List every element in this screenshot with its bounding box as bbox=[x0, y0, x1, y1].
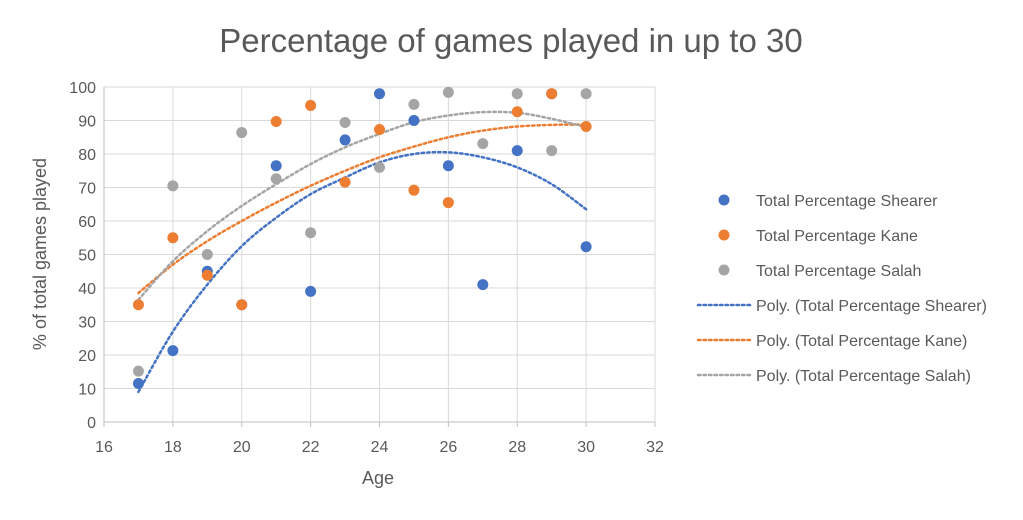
grid-layer bbox=[104, 86, 656, 422]
chart-title: Percentage of games played in up to 30 bbox=[219, 22, 802, 59]
data-point-series-2 bbox=[339, 176, 351, 188]
data-point-series-1 bbox=[167, 345, 179, 357]
y-tick-label: 70 bbox=[78, 181, 96, 198]
y-tick-label: 20 bbox=[78, 348, 96, 365]
points-layer bbox=[132, 86, 592, 389]
data-point-series-3 bbox=[408, 98, 420, 110]
data-point-series-2 bbox=[511, 106, 523, 118]
x-tick-label: 28 bbox=[508, 439, 526, 456]
legend-marker-3 bbox=[718, 264, 730, 276]
y-tick-label: 40 bbox=[78, 281, 96, 298]
x-tick-label: 20 bbox=[233, 439, 251, 456]
data-point-series-2 bbox=[580, 121, 592, 133]
data-point-series-3 bbox=[442, 86, 454, 98]
legend-trend-label-2: Poly. (Total Percentage Kane) bbox=[756, 333, 967, 350]
x-tick-label: 16 bbox=[95, 439, 113, 456]
data-point-series-3 bbox=[132, 365, 144, 377]
data-point-series-3 bbox=[511, 88, 523, 100]
y-tick-label: 0 bbox=[87, 415, 96, 432]
data-point-series-2 bbox=[546, 88, 558, 100]
data-point-series-2 bbox=[408, 184, 420, 196]
trendline-1 bbox=[137, 150, 588, 394]
y-tick-label: 50 bbox=[78, 248, 96, 265]
data-point-series-1 bbox=[511, 145, 523, 157]
data-point-series-1 bbox=[580, 241, 592, 253]
data-point-series-2 bbox=[132, 299, 144, 311]
data-point-series-3 bbox=[339, 117, 351, 129]
x-tick-label: 26 bbox=[439, 439, 457, 456]
y-tick-label: 80 bbox=[78, 147, 96, 164]
data-point-series-1 bbox=[477, 279, 489, 291]
data-point-series-2 bbox=[236, 299, 248, 311]
data-point-series-2 bbox=[374, 124, 385, 136]
data-point-series-1 bbox=[305, 285, 317, 297]
data-point-series-1 bbox=[339, 134, 351, 146]
data-point-series-3 bbox=[580, 88, 592, 100]
legend-marker-1 bbox=[718, 194, 730, 206]
legend-trend-label-1: Poly. (Total Percentage Shearer) bbox=[756, 298, 987, 315]
data-point-series-1 bbox=[374, 88, 385, 100]
data-point-series-1 bbox=[132, 377, 144, 389]
data-point-series-1 bbox=[442, 160, 454, 172]
axis-layer: 0 10 20 30 40 50 60 70 80 90 100 16 18 20 22 24 26 28 30 32 bbox=[69, 80, 664, 456]
x-tick-label: 22 bbox=[302, 439, 320, 456]
data-point-series-2 bbox=[167, 232, 179, 244]
x-tick-label: 18 bbox=[164, 439, 182, 456]
y-tick-label: 90 bbox=[78, 114, 96, 131]
data-point-series-3 bbox=[167, 180, 179, 192]
data-point-series-2 bbox=[442, 197, 454, 209]
data-point-series-1 bbox=[408, 115, 420, 126]
data-point-series-2 bbox=[305, 99, 317, 111]
legend-marker-2 bbox=[718, 229, 730, 241]
y-tick-label: 10 bbox=[78, 382, 96, 399]
data-point-series-2 bbox=[201, 269, 213, 281]
data-point-series-3 bbox=[374, 161, 385, 173]
y-axis-label: % of total games played bbox=[30, 158, 50, 350]
data-point-series-2 bbox=[270, 116, 282, 128]
x-tick-label: 24 bbox=[371, 439, 389, 456]
data-point-series-3 bbox=[270, 173, 282, 185]
data-point-series-3 bbox=[236, 127, 248, 139]
x-tick-label: 32 bbox=[646, 439, 664, 456]
y-tick-label: 60 bbox=[78, 214, 96, 231]
legend: Total Percentage Shearer Total Percentage… bbox=[696, 193, 987, 385]
legend-label-3: Total Percentage Salah bbox=[756, 263, 921, 280]
data-point-series-3 bbox=[305, 227, 317, 239]
trendline-2 bbox=[137, 123, 588, 295]
y-tick-label: 100 bbox=[69, 80, 96, 97]
y-tick-label: 30 bbox=[78, 315, 96, 332]
legend-trend-label-3: Poly. (Total Percentage Salah) bbox=[756, 368, 971, 385]
data-point-series-3 bbox=[546, 145, 558, 157]
data-point-series-1 bbox=[270, 160, 282, 172]
x-axis-label: Age bbox=[362, 468, 394, 488]
legend-label-1: Total Percentage Shearer bbox=[756, 193, 938, 210]
data-point-series-3 bbox=[477, 138, 489, 150]
data-point-series-3 bbox=[201, 249, 213, 260]
x-tick-label: 30 bbox=[577, 439, 595, 456]
legend-label-2: Total Percentage Kane bbox=[756, 228, 918, 245]
